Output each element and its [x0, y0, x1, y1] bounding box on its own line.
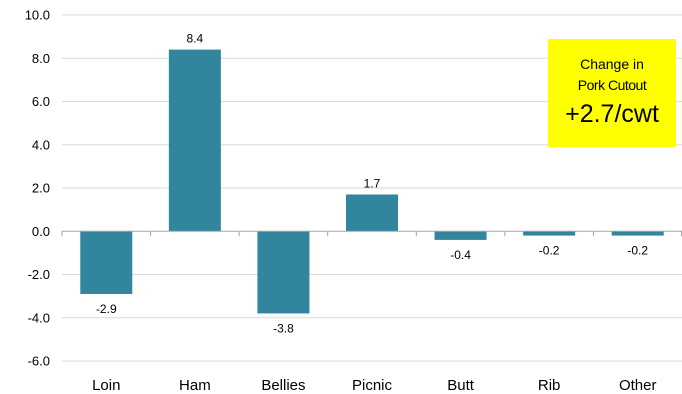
- y-tick-label: 0.0: [32, 224, 50, 239]
- x-tick-label: Bellies: [261, 377, 305, 394]
- x-axis-labels: Loin Ham Bellies Picnic Butt Rib Other: [92, 377, 656, 394]
- bar: [346, 194, 398, 232]
- data-label: -2.9: [96, 302, 117, 316]
- data-label: 1.7: [364, 176, 381, 190]
- grid-lines: [62, 14, 682, 362]
- bars: [80, 49, 664, 314]
- callout-line1: Change in: [580, 56, 644, 72]
- y-tick-label: 8.0: [32, 51, 50, 66]
- bar: [168, 49, 221, 232]
- data-labels: -2.9 8.4 -3.8 1.7 -0.4 -0.2 -0.2: [96, 32, 648, 336]
- data-label: -0.4: [450, 248, 471, 262]
- bar: [80, 231, 133, 294]
- zero-axis: [61, 230, 682, 237]
- data-label: -0.2: [627, 244, 648, 258]
- x-tick-label: Butt: [447, 377, 475, 394]
- cutout-change-callout: Change in Pork Cutout +2.7/cwt: [548, 39, 676, 147]
- y-tick-label: 4.0: [32, 137, 50, 152]
- y-tick-label: 2.0: [32, 181, 50, 196]
- x-tick-label: Ham: [179, 377, 211, 394]
- bar: [523, 231, 576, 236]
- y-tick-label: -2.0: [28, 267, 50, 282]
- x-tick-label: Rib: [538, 377, 561, 394]
- callout-value: +2.7/cwt: [565, 100, 659, 128]
- bar: [611, 231, 664, 236]
- bar: [257, 231, 310, 314]
- y-tick-label: -6.0: [28, 354, 50, 369]
- y-tick-label: -4.0: [28, 310, 50, 325]
- x-tick-label: Picnic: [352, 377, 393, 394]
- y-tick-label: 10.0: [25, 8, 50, 23]
- y-tick-label: 6.0: [32, 94, 50, 109]
- data-label: -0.2: [539, 244, 560, 258]
- x-tick-label: Loin: [92, 377, 120, 394]
- x-tick-label: Other: [619, 377, 657, 394]
- data-label: 8.4: [187, 32, 204, 46]
- y-axis-ticks: 10.0 8.0 6.0 4.0 2.0 0.0 -2.0 -4.0 -6.0: [25, 8, 50, 369]
- bar: [434, 231, 487, 240]
- callout-line2: Pork Cutout: [577, 77, 647, 93]
- data-label: -3.8: [273, 321, 294, 335]
